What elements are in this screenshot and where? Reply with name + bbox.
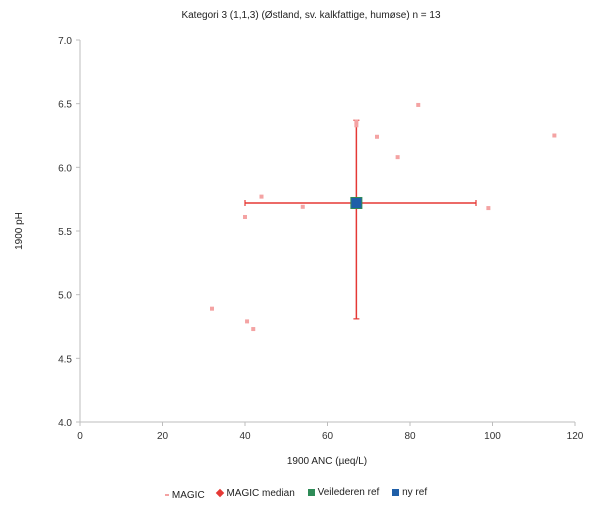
legend-item-veil: Veilederen ref <box>307 487 380 498</box>
legend-label-median: MAGIC median <box>226 487 295 499</box>
x-tick-label: 20 <box>157 431 169 442</box>
veilederen-swatch <box>307 489 315 496</box>
y-tick-labels: 4.0 4.5 5.0 5.5 6.0 6.5 7.0 <box>58 36 80 429</box>
magic-point <box>245 319 250 324</box>
x-axis-label: 1900 ANC (µeq/L) <box>287 456 367 467</box>
y-tick-label: 4.0 <box>58 418 72 429</box>
magic-point <box>300 204 305 209</box>
y-tick-label: 5.0 <box>58 291 72 302</box>
magic-point <box>210 306 214 311</box>
x-tick-label: 40 <box>239 431 251 442</box>
legend-label-ny: ny ref <box>402 487 428 498</box>
x-tick-label: 100 <box>484 431 501 442</box>
y-axis-label: 1900 pH <box>14 212 25 250</box>
ny-ref-marker <box>351 197 362 208</box>
magic-point <box>354 119 359 124</box>
chart-title: Kategori 3 (1,1,3) (Østland, sv. kalkfat… <box>181 10 441 21</box>
legend: MAGIC MAGIC median Veilederen ref ny ref <box>0 487 592 501</box>
y-tick-label: 7.0 <box>58 36 72 47</box>
median-error-bars <box>244 119 477 320</box>
magic-points <box>210 102 557 332</box>
x-tick-label: 80 <box>404 431 416 442</box>
scatter-chart: Kategori 3 (1,1,3) (Østland, sv. kalkfat… <box>14 10 584 467</box>
y-tick-label: 6.5 <box>58 100 72 111</box>
magic-point <box>552 133 557 138</box>
y-tick-label: 6.0 <box>58 163 72 174</box>
median-swatch <box>216 488 225 498</box>
x-tick-label: 60 <box>322 431 334 442</box>
magic-point <box>259 194 264 199</box>
x-tick-label: 120 <box>567 431 584 442</box>
magic-point <box>375 134 379 139</box>
legend-item-magic: MAGIC <box>164 489 205 501</box>
magic-point <box>416 102 421 107</box>
magic-point <box>243 214 247 219</box>
x-tick-labels: 0 20 40 60 80 100 120 <box>77 422 584 442</box>
x-tick-label: 0 <box>77 431 83 442</box>
legend-label-veil: Veilederen ref <box>317 487 380 498</box>
ny-ref-swatch <box>392 489 400 496</box>
legend-item-ny: ny ref <box>392 487 427 498</box>
magic-point <box>395 155 400 160</box>
y-tick-label: 5.5 <box>58 227 72 238</box>
magic-swatch <box>164 494 169 496</box>
magic-point <box>251 327 256 332</box>
legend-item-median: MAGIC median <box>216 487 295 499</box>
magic-point <box>486 206 491 211</box>
legend-label-magic: MAGIC <box>171 489 205 501</box>
reference-markers <box>350 196 363 209</box>
magic-point <box>354 123 359 128</box>
y-tick-label: 4.5 <box>58 354 72 365</box>
